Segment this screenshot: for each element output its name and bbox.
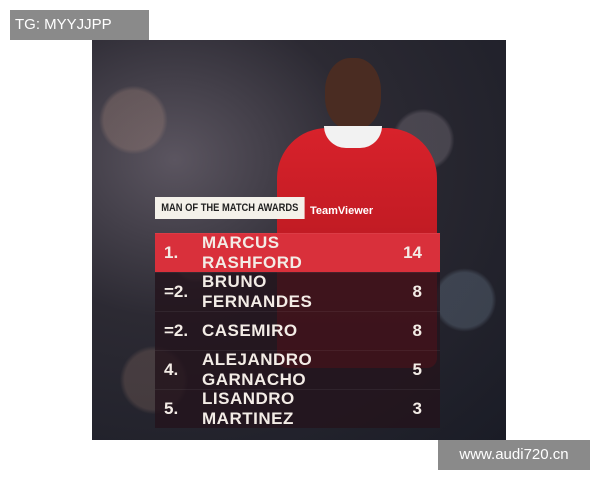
player-name: ALEJANDRO GARNACHO [202,350,313,389]
table-row: =2. BRUNO FERNANDES 8 [155,272,440,311]
awards-table: 1. MARCUS RASHFORD 14 =2. BRUNO FERNANDE… [155,233,440,428]
rank: 4. [164,360,179,379]
award-count: 5 [412,360,422,379]
table-row: 1. MARCUS RASHFORD 14 [155,233,440,272]
sponsor-logo: TeamViewer [310,205,374,217]
player-head [325,58,381,130]
rank: =2. [164,282,189,301]
rank: 1. [164,243,179,262]
table-row: =2. CASEMIRO 8 [155,311,440,350]
watermark-bottom: www.audi720.cn [438,440,590,470]
award-count: 8 [412,321,422,340]
award-count: 3 [412,399,422,418]
jersey-collar [324,126,382,148]
watermark-top: TG: MYYJJPP [10,10,149,40]
award-count: 8 [412,282,422,301]
graphic-title: MAN OF THE MATCH AWARDS [155,197,305,219]
rank: 5. [164,399,179,418]
player-name: LISANDRO MARTINEZ [202,389,295,428]
table-row: 4. ALEJANDRO GARNACHO 5 [155,350,440,389]
rank: =2. [164,321,189,340]
table-row: 5. LISANDRO MARTINEZ 3 [155,389,440,428]
player-name: CASEMIRO [202,321,298,340]
player-name: BRUNO FERNANDES [202,272,313,311]
player-name: MARCUS RASHFORD [202,233,303,272]
award-count: 14 [403,243,422,262]
